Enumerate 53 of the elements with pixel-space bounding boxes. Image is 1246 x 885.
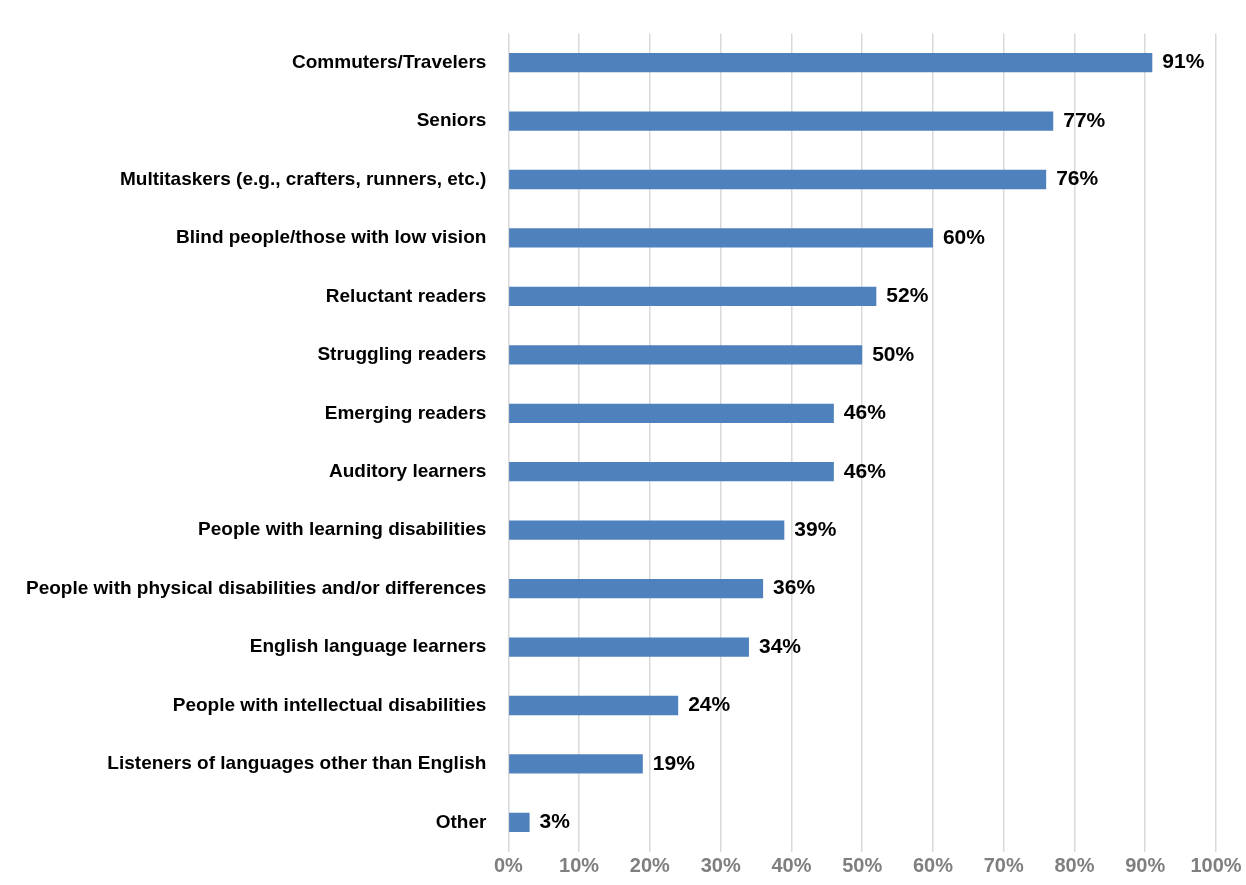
data-label: 91% — [1162, 49, 1205, 73]
y-tick-label: Auditory learners — [329, 459, 487, 481]
y-tick-label: People with physical disabilities and/or differences — [25, 576, 487, 598]
y-tick-label: Multitaskers (e.g., crafters, runners, etc.) — [119, 167, 487, 189]
y-tick-label: Commuters/Travelers — [292, 50, 487, 72]
x-tick-label: 10% — [559, 854, 600, 877]
y-tick-label: English language learners — [249, 635, 487, 657]
data-label: 24% — [688, 692, 731, 716]
y-tick-label: People with intellectual disabilities — [172, 693, 487, 715]
data-label: 34% — [758, 633, 802, 657]
y-tick-label: Emerging readers — [324, 401, 487, 423]
y-tick-label: People with learning disabilities — [198, 518, 487, 540]
x-tick-label: 80% — [1054, 854, 1095, 877]
y-tick-label: Reluctant readers — [325, 284, 487, 306]
bar — [509, 695, 679, 716]
y-tick-label: Other — [435, 810, 487, 832]
data-label: 3% — [539, 809, 571, 833]
bar — [509, 286, 877, 307]
x-tick-label: 40% — [771, 854, 812, 877]
x-tick-label: 100% — [1190, 854, 1242, 877]
data-label: 50% — [872, 341, 915, 365]
data-label: 46% — [843, 400, 887, 424]
data-label: 76% — [1056, 166, 1099, 190]
bar — [509, 403, 834, 423]
data-label: 36% — [773, 575, 816, 599]
bar — [509, 754, 643, 774]
bar — [509, 637, 749, 657]
x-tick-label: 0% — [493, 854, 524, 877]
x-tick-label: 60% — [912, 854, 954, 877]
data-label: 39% — [794, 516, 837, 540]
x-tick-label: 30% — [700, 854, 741, 877]
bar — [509, 812, 530, 833]
bar — [509, 111, 1054, 131]
bar — [509, 169, 1047, 190]
data-label: 77% — [1063, 107, 1106, 131]
y-tick-label: Struggling readers — [317, 343, 487, 365]
bar — [509, 578, 764, 599]
x-tick-label: 70% — [983, 854, 1024, 877]
data-label: 52% — [886, 283, 929, 307]
y-tick-label: Seniors — [416, 109, 487, 131]
x-tick-label: 50% — [842, 854, 883, 877]
x-tick-label: 20% — [629, 854, 671, 877]
bar — [509, 228, 933, 248]
bar — [509, 52, 1153, 73]
bar — [509, 520, 785, 540]
y-tick-label: Listeners of languages other than English — [107, 752, 487, 774]
x-tick-label: 90% — [1125, 854, 1166, 877]
bar — [509, 462, 834, 482]
data-label: 46% — [843, 458, 887, 482]
y-tick-label: Blind people/those with low vision — [175, 226, 487, 248]
bar — [509, 345, 863, 365]
data-label: 19% — [652, 750, 696, 774]
data-label: 60% — [942, 224, 986, 248]
